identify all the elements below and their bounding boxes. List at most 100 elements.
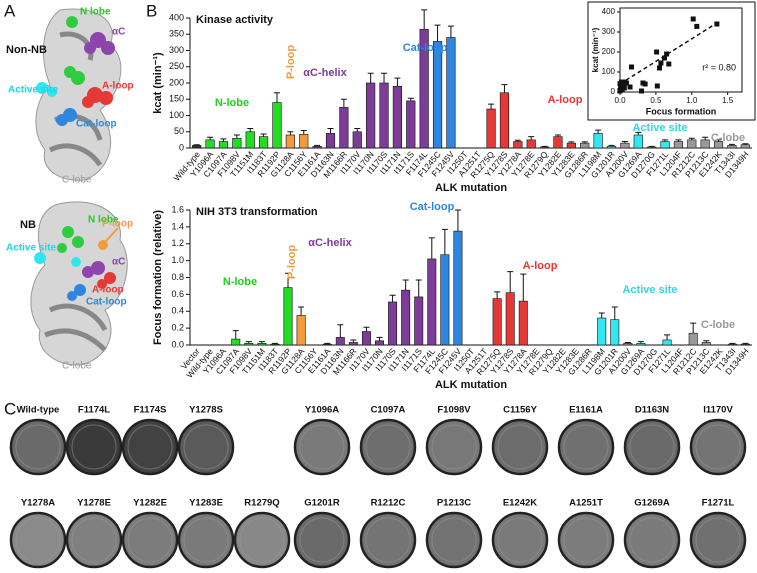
dish (557, 511, 615, 569)
structure-label: NB (20, 219, 36, 231)
point (640, 80, 646, 86)
error-bar (624, 341, 631, 344)
bar (513, 141, 523, 149)
dish-label: A1251T (569, 498, 603, 509)
bar (285, 134, 295, 149)
dish-inner (431, 517, 477, 563)
y-axis-label: kcat (min⁻¹) (591, 27, 600, 72)
group-annotation: P-loop (285, 45, 297, 79)
error-bar (193, 144, 200, 146)
structure-label: N lobe (88, 215, 119, 226)
y-axis-label: kcat (min⁻¹) (152, 52, 164, 114)
group-annotation: A-loop (523, 260, 558, 272)
error-bar (664, 334, 671, 340)
error-bar (324, 342, 331, 345)
panel-label: A (4, 1, 16, 20)
y-tick-label: 1.0 (171, 255, 184, 265)
structure-label: Active site (6, 243, 56, 254)
bar (352, 131, 362, 149)
bar (366, 82, 376, 149)
dish (491, 418, 549, 476)
point (617, 87, 623, 93)
error-bar (421, 9, 428, 30)
bar (272, 102, 282, 149)
x-axis-label: Focus formation (646, 106, 717, 116)
bar (192, 145, 202, 149)
point (664, 51, 670, 57)
point (654, 83, 660, 89)
dish-label: G1201R (304, 498, 340, 509)
bar (687, 139, 697, 149)
dish (425, 418, 483, 476)
bar (606, 146, 617, 149)
y-tick-label: 200 (602, 47, 616, 56)
structure-label: N lobe (80, 7, 111, 18)
dish (9, 511, 67, 569)
bar (401, 289, 411, 346)
group-annotation: C-lobe (701, 319, 735, 331)
point (666, 61, 672, 67)
error-bar (407, 97, 414, 101)
dish-inner (497, 424, 543, 470)
error-bar (340, 98, 347, 108)
group-annotation: A-loop (548, 94, 583, 106)
error-bar (350, 339, 357, 343)
group-annotation: αC-helix (303, 67, 347, 79)
dish-label: F1098V (437, 405, 471, 416)
error-bar (327, 128, 334, 134)
bar (593, 133, 603, 149)
error-bar (611, 306, 618, 320)
bar (232, 137, 242, 149)
bar (540, 146, 550, 149)
y-tick-label: 1.4 (171, 221, 184, 231)
bar (244, 343, 254, 346)
error-bar (514, 139, 521, 142)
point (627, 84, 633, 90)
bar (647, 146, 657, 149)
panel-label: C (4, 399, 16, 418)
y-tick-label: 1.2 (171, 238, 184, 248)
dish-label: Y1278A (21, 498, 55, 509)
dish-label: C1097A (371, 405, 406, 416)
error-bar (285, 272, 292, 288)
error-bar (441, 228, 448, 255)
error-bar (728, 143, 735, 146)
bar (518, 300, 528, 346)
error-bar (337, 324, 344, 338)
bar (322, 343, 332, 346)
dish-label: P1213C (437, 498, 471, 509)
error-bar (688, 137, 695, 140)
bar (231, 338, 241, 346)
point (690, 16, 696, 22)
bar (623, 343, 633, 346)
y-tick-label: 0.8 (171, 272, 184, 282)
group-annotation: Active site (622, 284, 677, 296)
error-bar (608, 144, 615, 147)
bar (553, 136, 563, 149)
group-annotation: αC-helix (308, 237, 352, 249)
error-bar (635, 131, 642, 135)
dish-inner (71, 424, 117, 470)
plot-frame (619, 7, 743, 93)
bar (283, 287, 293, 346)
bar (379, 82, 389, 149)
group-annotation: Active site (632, 122, 687, 134)
dish (359, 418, 417, 476)
dish-inner (365, 424, 411, 470)
error-bar (703, 340, 710, 343)
bar (688, 332, 698, 346)
structure-label: C-lobe (62, 361, 92, 372)
bar (335, 337, 345, 346)
bar (348, 342, 358, 346)
error-bar (595, 129, 602, 134)
y-tick-label: 50 (174, 126, 184, 136)
error-bar (245, 341, 252, 344)
error-bar (662, 139, 669, 142)
dish-label: Wild-type (17, 405, 60, 416)
error-bar (554, 134, 561, 137)
error-bar (367, 72, 374, 83)
point (714, 21, 720, 27)
x-axis-label: ALK mutation (435, 182, 507, 194)
bar (414, 296, 424, 346)
